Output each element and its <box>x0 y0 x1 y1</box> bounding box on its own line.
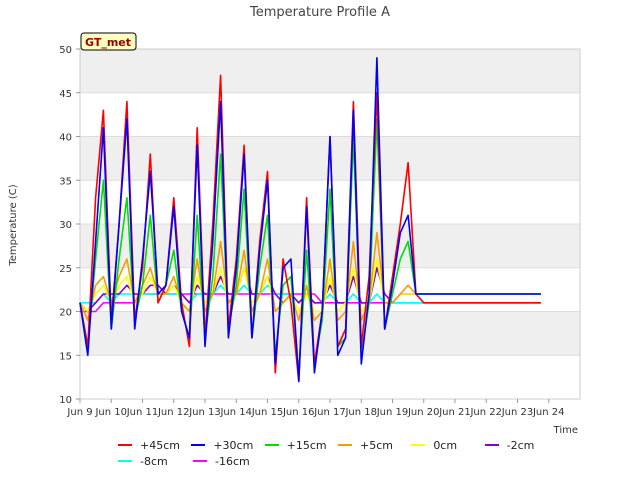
chart-title: Temperature Profile A <box>249 5 390 20</box>
x-tick-label: Jun 17 <box>313 407 346 418</box>
x-tick-label: Jun 19 <box>376 407 409 418</box>
grid-band <box>80 311 580 356</box>
gt-met-label: GT_met <box>85 36 131 49</box>
legend-label: -8cm <box>140 454 168 468</box>
y-axis-label: Temperature (C) <box>8 184 19 266</box>
y-tick-label: 20 <box>59 308 72 319</box>
x-tick-label: Jun 16 <box>282 407 315 418</box>
legend-label: 0cm <box>433 438 458 452</box>
x-axis-ticks: Jun 9 Jun 10 Jun 11 Jun 12 Jun 13 Jun 14 Jun 1… <box>66 399 565 418</box>
legend-swatch <box>193 460 207 462</box>
x-tick-label: Jun 23 <box>501 407 534 418</box>
legend-label: -16cm <box>215 454 250 468</box>
legend-swatch <box>118 444 132 446</box>
legend-item: +15cm <box>264 438 338 452</box>
x-axis-label: Time <box>553 425 578 436</box>
series-lines <box>79 56 541 383</box>
legend-swatch <box>191 444 206 446</box>
legend-item: +30cm <box>191 439 264 452</box>
series-line-30cm <box>79 56 541 383</box>
legend-label: +45cm <box>140 438 180 452</box>
y-tick-label: 15 <box>59 351 72 362</box>
legend: +45cm +30cm +15cm +5cm 0cm -2cm -8cm -16… <box>118 437 558 469</box>
legend-swatch <box>337 444 352 446</box>
legend-item: 0cm <box>411 439 484 452</box>
x-tick-label: Jun 15 <box>251 407 284 418</box>
legend-item: +45cm <box>118 439 191 452</box>
x-tick-label: Jun 11 <box>126 407 159 418</box>
x-tick-label: Jun 10 <box>94 407 127 418</box>
legend-swatch <box>411 444 426 446</box>
legend-label: +15cm <box>286 438 327 452</box>
legend-label: -2cm <box>506 438 535 452</box>
legend-row: +45cm +30cm +15cm +5cm 0cm -2cm <box>118 437 558 453</box>
y-tick-label: 25 <box>59 264 72 275</box>
x-tick-label: Jun 21 <box>438 407 471 418</box>
legend-row: -8cm -16cm <box>118 453 558 469</box>
y-tick-label: 10 <box>59 395 72 406</box>
legend-item: -8cm <box>118 455 193 468</box>
grid-band <box>80 49 580 93</box>
y-tick-label: 40 <box>59 133 72 144</box>
x-tick-label: Jun 18 <box>344 407 377 418</box>
legend-label: +5cm <box>359 438 393 452</box>
legend-swatch <box>484 444 499 446</box>
legend-label: +30cm <box>213 438 254 452</box>
x-tick-label: Jun 13 <box>188 407 221 418</box>
x-tick-label: Jun 20 <box>407 407 440 418</box>
legend-item: +5cm <box>337 438 411 452</box>
x-tick-label: Jun 14 <box>219 407 252 418</box>
gt-met-badge: GT_met <box>80 32 137 51</box>
legend-item: -2cm <box>484 438 558 452</box>
y-tick-label: 30 <box>59 220 72 231</box>
x-tick-label: Jun 24 <box>532 407 565 418</box>
x-tick-label: Jun 12 <box>157 407 190 418</box>
y-tick-label: 45 <box>59 89 72 100</box>
y-tick-label: 35 <box>59 176 72 187</box>
legend-item: -16cm <box>193 455 268 468</box>
x-tick-label: Jun 9 <box>66 407 92 418</box>
legend-swatch <box>264 444 279 446</box>
y-axis-ticks: 10 15 20 25 30 35 40 45 50 <box>59 45 80 406</box>
x-tick-label: Jun 22 <box>469 407 502 418</box>
grid-bands <box>80 49 580 400</box>
legend-swatch <box>118 460 132 462</box>
y-tick-label: 50 <box>59 45 72 56</box>
